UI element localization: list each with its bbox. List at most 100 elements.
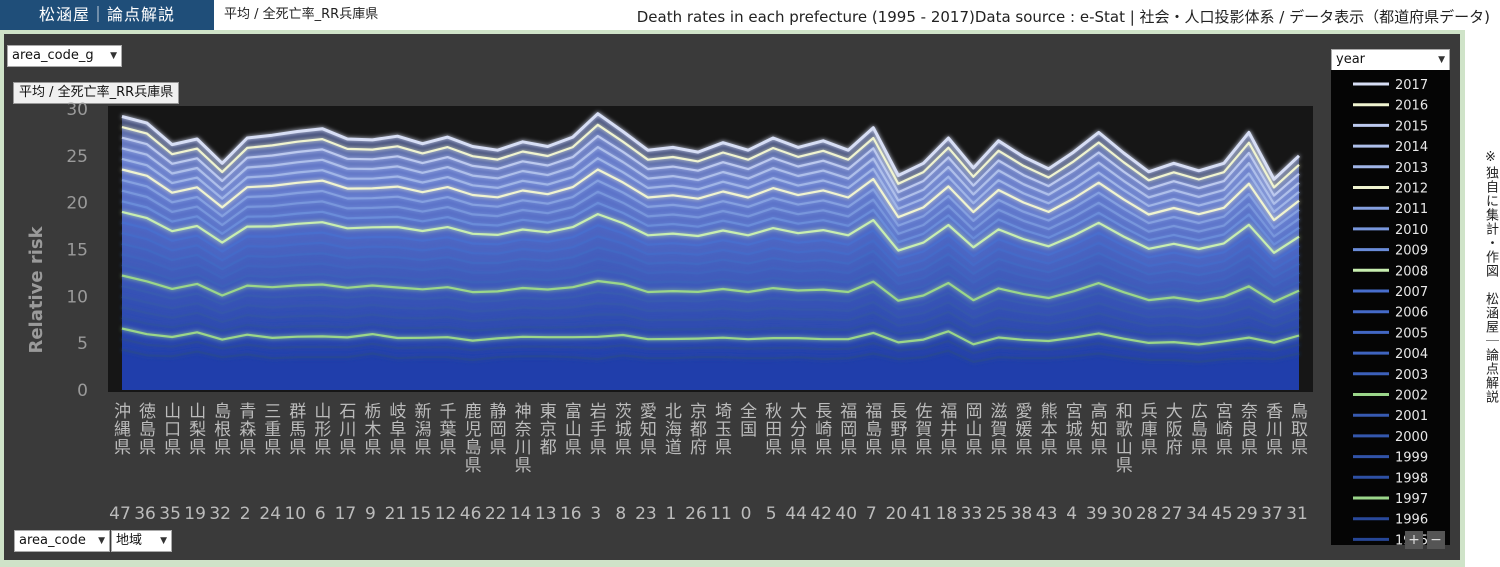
x-code-label: 22 [485, 504, 507, 524]
x-code-label: 28 [1136, 504, 1158, 524]
x-category-label: 大分県 [786, 402, 807, 456]
x-category-label: 山口県 [160, 402, 181, 456]
legend-label[interactable]: 2006 [1395, 306, 1428, 321]
x-category-label: 鳥取県 [1287, 402, 1308, 456]
legend-label[interactable]: 2002 [1395, 389, 1428, 404]
series-line-2015[interactable] [121, 134, 1300, 197]
legend-label[interactable]: 1996 [1395, 513, 1428, 528]
series-line-2013[interactable] [121, 157, 1300, 213]
x-code-label: 10 [284, 504, 306, 524]
legend-field-dropdown[interactable]: year ▼ [1331, 49, 1450, 71]
legend-label[interactable]: 2014 [1395, 140, 1428, 155]
region-dropdown[interactable]: 地域 ▼ [111, 530, 172, 552]
series-line-2001[interactable] [121, 285, 1300, 312]
x-category-label: 熊本県 [1037, 402, 1058, 456]
series-line-2008[interactable] [121, 210, 1300, 254]
x-category-label: 東京都 [536, 402, 557, 456]
x-category-label: 香川県 [1262, 402, 1283, 456]
legend-label[interactable]: 2005 [1395, 326, 1428, 341]
x-code-label: 31 [1286, 504, 1308, 524]
x-code-label: 37 [1261, 504, 1283, 524]
x-category-label: 奈良県 [1237, 402, 1258, 456]
series-line-1997[interactable] [121, 327, 1300, 346]
brand-label[interactable]: 松涵屋｜論点解説 [0, 0, 214, 30]
series-line-2002[interactable] [121, 274, 1300, 303]
y-tick-label: 30 [66, 100, 88, 120]
series-line-1999[interactable] [121, 306, 1300, 329]
legend-label[interactable]: 2004 [1395, 347, 1428, 362]
series-line-1998[interactable] [121, 316, 1300, 337]
x-code-label: 7 [866, 504, 877, 524]
x-code-label: 5 [766, 504, 777, 524]
x-category-label: 宮城県 [1062, 402, 1083, 456]
x-category-label: 京都府 [686, 402, 707, 456]
series-line-2009[interactable] [121, 200, 1300, 246]
x-category-label: 群馬県 [285, 402, 306, 456]
legend-label[interactable]: 2009 [1395, 244, 1428, 259]
x-category-label: 岩手県 [586, 402, 607, 456]
series-line-2014[interactable] [121, 146, 1300, 205]
zoom-in-button[interactable]: + [1405, 531, 1423, 549]
legend-label[interactable]: 2000 [1395, 430, 1428, 445]
x-category-label: 宮崎県 [1212, 402, 1233, 456]
legend-label[interactable]: 2008 [1395, 264, 1428, 279]
x-code-label: 11 [710, 504, 732, 524]
x-category-label: 秋田県 [761, 402, 782, 456]
x-category-label: 長崎県 [811, 402, 832, 456]
x-category-label: 愛媛県 [1012, 402, 1033, 456]
series-line-1995[interactable] [121, 348, 1300, 363]
legend-label[interactable]: 2013 [1395, 161, 1428, 176]
x-category-label: 富山県 [561, 402, 582, 456]
series-line-2000[interactable] [121, 295, 1300, 320]
series-line-1996[interactable] [121, 338, 1300, 355]
legend-label[interactable]: 1997 [1395, 492, 1428, 507]
legend-label[interactable]: 2011 [1395, 202, 1428, 217]
legend-label[interactable]: 1998 [1395, 471, 1428, 486]
x-category-label: 大阪府 [1162, 402, 1183, 456]
series-line-2003[interactable] [121, 263, 1300, 295]
zoom-out-button[interactable]: − [1427, 531, 1445, 549]
x-code-label: 20 [885, 504, 907, 524]
x-category-label: 山梨県 [185, 402, 206, 456]
series-line-2010[interactable] [121, 189, 1300, 238]
group-filter-value: area_code_g [12, 48, 94, 63]
x-category-label: 福井県 [936, 402, 957, 456]
x-code-label: 16 [560, 504, 582, 524]
x-category-label: 広島県 [1187, 402, 1208, 456]
x-category-label: 三重県 [260, 402, 281, 456]
y-tick-label: 20 [66, 194, 88, 214]
series-line-2011[interactable] [121, 179, 1300, 230]
legend-label[interactable]: 2012 [1395, 182, 1428, 197]
legend-label[interactable]: 2017 [1395, 78, 1428, 93]
area-code-dropdown[interactable]: area_code ▼ [14, 530, 110, 552]
legend-label[interactable]: 2016 [1395, 99, 1428, 114]
series-line-2017[interactable] [121, 112, 1301, 181]
chevron-down-icon: ▼ [98, 536, 105, 546]
x-category-label: 滋賀県 [986, 402, 1007, 456]
series-line-2006[interactable] [121, 232, 1300, 271]
group-filter-dropdown[interactable]: area_code_g ▼ [7, 45, 122, 67]
x-code-label: 30 [1111, 504, 1133, 524]
x-category-label: 高知県 [1087, 402, 1108, 456]
legend-label[interactable]: 2001 [1395, 409, 1428, 424]
x-code-label: 29 [1236, 504, 1258, 524]
area-code-value: area_code [19, 533, 86, 548]
legend-items: 2017 2016 2015 2014 2013 2012 2011 2010 2009 2008… [1353, 78, 1428, 545]
series-line-2007[interactable] [121, 221, 1300, 263]
x-category-label: 愛知県 [636, 402, 657, 456]
series-line-2004[interactable] [121, 253, 1300, 287]
series-line-2016[interactable] [121, 123, 1300, 189]
series-line-2012[interactable] [121, 168, 1300, 222]
series-line-2005[interactable] [121, 242, 1300, 279]
legend-label[interactable]: 2003 [1395, 368, 1428, 383]
x-code-label: 12 [435, 504, 457, 524]
legend-label[interactable]: 2010 [1395, 223, 1428, 238]
x-code-label: 15 [410, 504, 432, 524]
legend-label[interactable]: 2007 [1395, 285, 1428, 300]
legend-label[interactable]: 1999 [1395, 451, 1428, 466]
x-code-label: 0 [741, 504, 752, 524]
legend-label[interactable]: 2015 [1395, 119, 1428, 134]
x-code-label: 42 [810, 504, 832, 524]
x-code-label: 45 [1211, 504, 1233, 524]
